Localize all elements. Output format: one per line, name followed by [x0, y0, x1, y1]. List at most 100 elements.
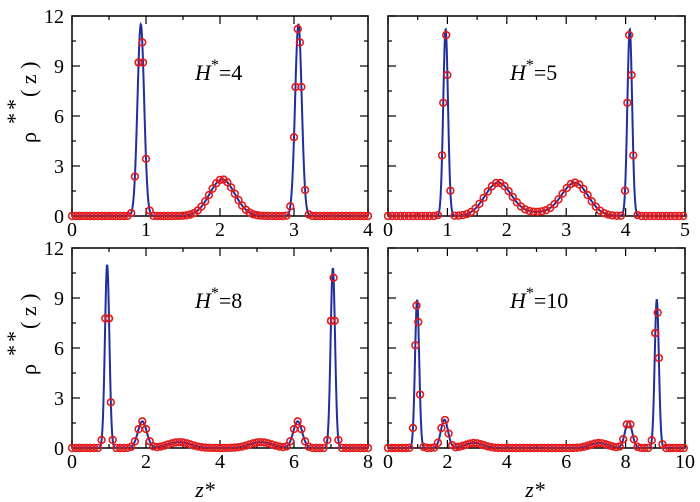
data-point	[454, 211, 463, 220]
data-point	[249, 210, 258, 219]
data-point	[579, 442, 589, 451]
data-point	[662, 211, 671, 221]
data-point	[566, 179, 576, 189]
data-point	[230, 189, 240, 198]
data-point	[134, 58, 143, 67]
data-point	[334, 435, 343, 445]
panel-annotation: H*=10	[509, 285, 568, 313]
data-point	[208, 184, 217, 193]
data-point	[525, 206, 534, 216]
data-point	[611, 442, 621, 452]
x-tick-label: 2	[141, 451, 151, 473]
data-point	[637, 211, 646, 221]
data-point	[608, 211, 617, 220]
data-point	[475, 199, 484, 208]
data-point	[433, 210, 443, 220]
data-point	[123, 443, 132, 453]
data-point	[360, 211, 369, 221]
annotation-var: H	[194, 288, 212, 313]
data-point	[130, 437, 140, 446]
x-tick-label: 0	[67, 219, 77, 241]
data-point	[647, 436, 656, 445]
data-point	[645, 211, 655, 221]
data-point	[587, 197, 596, 206]
data-point	[653, 308, 662, 317]
data-point	[504, 186, 513, 196]
x-tick-label: 2	[442, 451, 452, 473]
data-point	[278, 211, 288, 221]
data-point	[141, 424, 151, 434]
data-point	[491, 178, 501, 188]
data-point	[160, 441, 169, 450]
data-point	[479, 193, 488, 202]
data-point	[533, 207, 542, 217]
data-point	[363, 443, 373, 453]
data-point	[604, 210, 613, 219]
y-axis-title-star-b-bottom: *	[2, 331, 27, 342]
data-point	[439, 98, 448, 107]
data-point	[624, 30, 634, 40]
data-point	[293, 24, 302, 34]
data-point	[640, 443, 649, 453]
data-point	[649, 211, 659, 221]
data-point	[600, 209, 609, 218]
data-point	[442, 30, 451, 40]
y-axis-title-rho-bottom: ρ	[16, 364, 41, 375]
data-point	[437, 423, 446, 433]
x-tick-label: 1	[141, 219, 151, 241]
data-point	[550, 200, 559, 209]
data-point	[629, 151, 638, 160]
data-point	[450, 211, 459, 220]
data-point	[417, 211, 426, 221]
data-point	[97, 435, 106, 445]
data-point	[383, 211, 393, 221]
data-point	[462, 209, 472, 219]
data-point	[620, 186, 630, 195]
density-curve	[72, 21, 368, 216]
data-point	[138, 58, 148, 67]
data-point	[623, 98, 632, 107]
data-point	[286, 202, 295, 211]
data-point	[626, 420, 635, 429]
data-point	[360, 443, 369, 453]
y-tick-label: 6	[54, 106, 64, 128]
y-tick-label: 0	[54, 206, 64, 228]
data-point	[455, 442, 464, 451]
data-point	[178, 438, 188, 447]
data-point	[412, 211, 422, 221]
panel-frame	[387, 15, 686, 217]
x-tick-label: 0	[383, 219, 393, 241]
panel-frame	[387, 247, 686, 449]
x-tick-label: 8	[621, 451, 631, 473]
data-point	[616, 211, 626, 220]
data-point	[426, 443, 435, 453]
x-tick-label: 0	[383, 451, 393, 473]
data-point	[512, 198, 522, 207]
data-point	[297, 82, 306, 92]
data-point	[215, 175, 225, 185]
annotation-value: =4	[219, 60, 242, 85]
data-point	[130, 172, 140, 181]
y-axis-title-star-a-bottom: *	[2, 345, 27, 356]
data-point	[245, 440, 254, 449]
data-point	[500, 181, 509, 191]
density-curve	[388, 299, 685, 448]
data-point	[446, 186, 455, 195]
x-tick-label: 4	[215, 451, 225, 473]
data-point	[189, 441, 199, 450]
data-point	[404, 211, 413, 221]
x-tick-label: 6	[561, 451, 571, 473]
x-tick-label: 4	[621, 219, 631, 241]
data-point	[263, 439, 273, 448]
data-point	[286, 436, 295, 446]
data-point	[654, 353, 664, 363]
annotation-sup: *	[211, 285, 219, 302]
data-point	[234, 443, 243, 452]
data-point	[291, 82, 300, 92]
annotation-value: =8	[219, 288, 242, 313]
data-point	[141, 154, 151, 164]
data-point	[204, 190, 214, 200]
x-tick-label: 10	[675, 451, 695, 473]
data-point	[226, 183, 236, 192]
data-point	[411, 341, 420, 350]
